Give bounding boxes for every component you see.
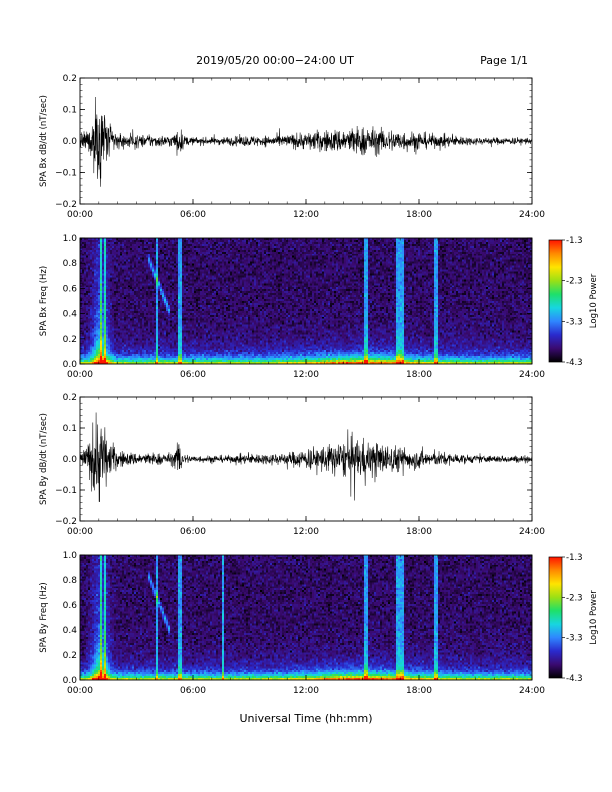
x-tick-label: 00:00 — [67, 686, 93, 696]
colorbar-title: Log10 Power — [589, 273, 599, 328]
y-tick-label: 0.0 — [63, 676, 78, 686]
colorbar-tick-label: -2.3 — [566, 277, 583, 287]
x-tick-label: 24:00 — [519, 686, 545, 696]
colorbar-scale — [548, 556, 563, 679]
y-tick-label: 0.4 — [63, 626, 78, 636]
x-tick-label: 18:00 — [406, 210, 432, 220]
x-tick-label: 12:00 — [293, 370, 319, 380]
y-tick-label: 0.0 — [63, 455, 78, 465]
x-tick-label: 12:00 — [293, 527, 319, 537]
x-tick-label: 24:00 — [519, 527, 545, 537]
y-tick-label: 0.0 — [63, 360, 78, 370]
y-axis-title: SPA Bx dB/dt (nT/sec) — [39, 95, 49, 187]
y-tick-label: 0.1 — [63, 424, 77, 434]
colorbar-tick-label: -4.3 — [566, 358, 583, 368]
x-tick-label: 00:00 — [67, 527, 93, 537]
colorbar: -1.3 -2.3 -3.3 -4.3 Log10 Power — [548, 236, 599, 368]
panel-by-dbdt: 0.2 0.1 0.0 −0.1 −0.2 SPA By dB/dt (nT/sec) 00… — [39, 393, 545, 537]
panel-bx-freq: 1.0 0.8 0.6 0.4 0.2 0.0 SPA Bx Freq (Hz) 00:00 0… — [39, 234, 599, 380]
series-line — [80, 96, 532, 187]
y-tick-label: 0.1 — [63, 106, 77, 116]
y-tick-label: 0.8 — [63, 259, 78, 269]
x-tick-label: 00:00 — [67, 370, 93, 380]
spectrogram-image — [80, 555, 532, 680]
y-axis-title: SPA By Freq (Hz) — [39, 582, 49, 652]
x-tick-label: 18:00 — [406, 370, 432, 380]
colorbar-tick-label: -1.3 — [566, 236, 583, 246]
page-number: Page 1/1 — [480, 54, 528, 67]
x-tick-label: 06:00 — [180, 527, 206, 537]
y-tick-label: 0.2 — [63, 335, 77, 345]
y-tick-label: −0.2 — [55, 200, 77, 210]
x-tick-label: 00:00 — [67, 210, 93, 220]
colorbar-tick-label: -2.3 — [566, 593, 583, 603]
y-tick-label: −0.1 — [55, 486, 77, 496]
y-tick-label: 1.0 — [63, 234, 78, 244]
panels-group: 0.2 0.1 0.0 −0.1 −0.2 SPA Bx dB/dt (nT/sec) 00… — [39, 74, 599, 696]
spectrogram-image — [80, 238, 532, 364]
figure-title: 2019/05/20 00:00−24:00 UT — [196, 54, 354, 67]
colorbar-tick-label: -3.3 — [566, 317, 583, 327]
panel-bx-dbdt: 0.2 0.1 0.0 −0.1 −0.2 SPA Bx dB/dt (nT/sec) 00… — [39, 74, 545, 220]
y-tick-label: 0.2 — [63, 74, 77, 84]
panel-by-freq: 1.0 0.8 0.6 0.4 0.2 0.0 SPA By Freq (Hz) 00:00 0… — [39, 551, 599, 696]
series-line — [80, 412, 532, 503]
y-tick-label: 0.4 — [63, 310, 78, 320]
y-tick-label: 0.2 — [63, 393, 77, 403]
colorbar-scale — [548, 239, 563, 363]
x-tick-label: 18:00 — [406, 686, 432, 696]
x-tick-label: 24:00 — [519, 210, 545, 220]
y-tick-label: 0.6 — [63, 601, 78, 611]
y-tick-label: −0.2 — [55, 517, 77, 527]
colorbar-tick-label: -4.3 — [566, 674, 583, 684]
colorbar-tick-label: -1.3 — [566, 553, 583, 563]
y-axis-title: SPA By dB/dt (nT/sec) — [39, 413, 49, 505]
y-tick-label: 0.6 — [63, 284, 78, 294]
y-tick-label: −0.1 — [55, 169, 77, 179]
y-tick-label: 0.8 — [63, 576, 78, 586]
x-axis-title: Universal Time (hh:mm) — [240, 712, 373, 725]
x-tick-label: 18:00 — [406, 527, 432, 537]
y-tick-label: 0.0 — [63, 137, 78, 147]
colorbar: -1.3 -2.3 -3.3 -4.3 Log10 Power — [548, 553, 599, 684]
x-tick-label: 12:00 — [293, 210, 319, 220]
x-tick-label: 06:00 — [180, 210, 206, 220]
x-tick-label: 24:00 — [519, 370, 545, 380]
y-axis-title: SPA Bx Freq (Hz) — [39, 266, 49, 336]
y-tick-label: 1.0 — [63, 551, 78, 561]
x-tick-label: 06:00 — [180, 370, 206, 380]
colorbar-title: Log10 Power — [589, 590, 599, 645]
y-tick-label: 0.2 — [63, 651, 77, 661]
colorbar-tick-label: -3.3 — [566, 634, 583, 644]
x-tick-label: 12:00 — [293, 686, 319, 696]
x-tick-label: 06:00 — [180, 686, 206, 696]
